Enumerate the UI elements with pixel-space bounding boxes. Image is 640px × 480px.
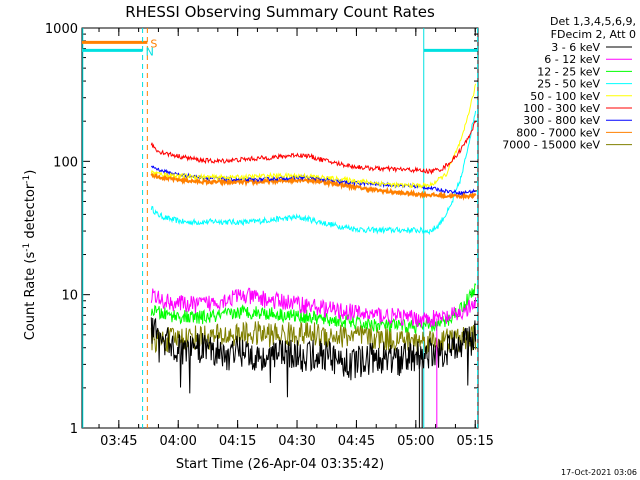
y-tick-label: 1000 <box>45 22 78 37</box>
legend-label: 800 - 7000 keV <box>516 126 600 139</box>
legend-header-line-2: FDecim 2, Att 0 <box>551 28 636 41</box>
y-axis-label-group: Count Rate (s-1 detector-1) <box>22 170 38 341</box>
y-axis-label-sup1: -1 <box>22 243 32 252</box>
y-tick-label: 100 <box>53 155 78 170</box>
x-axis-label: Start Time (26-Apr-04 03:35:42) <box>176 457 384 472</box>
y-axis-label-main: Count Rate (s <box>23 252 38 341</box>
legend-label: 3 - 6 keV <box>551 41 600 54</box>
y-tick-label: 10 <box>61 289 78 304</box>
legend-label: 25 - 50 keV <box>537 78 600 91</box>
y-tick-label: 1 <box>70 422 78 437</box>
plot-area: 03:45 04:00 04:15 04:30 04:45 05:00 05:15 1 10 10… <box>45 22 494 449</box>
y-axis-label-sup2: -1 <box>22 175 32 184</box>
x-tick-label: 03:45 <box>100 434 137 449</box>
x-tick-label: 04:15 <box>219 434 256 449</box>
chart-title: RHESSI Observing Summary Count Rates <box>125 3 435 21</box>
series-line <box>150 120 476 175</box>
legend-label: 100 - 300 keV <box>523 102 600 115</box>
x-tick-label: 04:30 <box>278 434 315 449</box>
flag-letter: N <box>146 45 154 58</box>
x-tick-label: 05:15 <box>456 434 493 449</box>
legend-label: 6 - 12 keV <box>544 53 600 66</box>
x-tick-label: 04:00 <box>159 434 196 449</box>
legend-header-line-1: Det 1,3,4,5,6,9, <box>550 15 636 28</box>
flag-letter: S <box>150 37 157 50</box>
series-line <box>150 171 477 201</box>
x-tick-label: 04:45 <box>338 434 375 449</box>
y-axis-label-end: ) <box>23 170 38 175</box>
legend-label: 12 - 25 keV <box>537 65 600 78</box>
legend-label: 50 - 100 keV <box>530 90 600 103</box>
legend-label: 7000 - 15000 keV <box>502 139 600 152</box>
y-axis-label-mid: detector <box>23 183 38 243</box>
timestamp: 17-Oct-2021 03:06 <box>561 468 637 477</box>
series-line <box>150 110 477 236</box>
y-axis-label: Count Rate (s-1 detector-1) <box>22 170 38 341</box>
series-line <box>150 317 477 398</box>
series-line <box>150 287 477 328</box>
x-tick-label: 05:00 <box>397 434 434 449</box>
series-line <box>150 83 477 190</box>
legend-label: 300 - 800 keV <box>523 114 600 127</box>
